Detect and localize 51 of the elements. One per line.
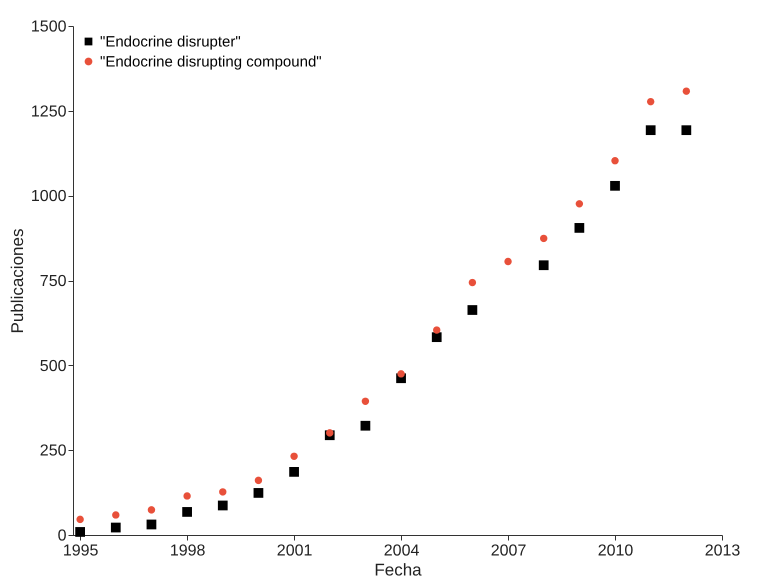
- point: [362, 398, 370, 406]
- point: [182, 507, 192, 517]
- point: [682, 87, 690, 95]
- point: [110, 522, 121, 532]
- y-tick-label: 750: [40, 273, 67, 290]
- point: [289, 467, 299, 477]
- point: [290, 452, 298, 460]
- point: [468, 305, 478, 315]
- x-tick-label: 1998: [170, 542, 206, 560]
- point: [646, 98, 654, 106]
- y-tick-label: 1250: [30, 103, 67, 120]
- point: [574, 223, 584, 233]
- point: [538, 260, 549, 270]
- point: [540, 234, 548, 242]
- legend-label: "Endocrine disrupting compound": [100, 54, 322, 70]
- x-tick-label: 2013: [704, 542, 740, 560]
- point: [219, 488, 226, 496]
- point: [468, 278, 476, 286]
- point: [610, 180, 620, 191]
- point: [146, 520, 156, 530]
- point: [76, 516, 84, 524]
- point: [75, 527, 86, 537]
- x-tick-label: 2001: [276, 542, 312, 560]
- point: [112, 511, 120, 519]
- x-tick-label: 2004: [384, 542, 420, 560]
- point: [254, 488, 264, 498]
- x-axis-title: Fecha: [374, 560, 422, 580]
- y-tick-label: 0: [58, 528, 67, 544]
- x-tick-label: 1995: [62, 542, 99, 560]
- y-axis-title: Publicaciones: [8, 228, 27, 334]
- point: [576, 200, 584, 208]
- x-tick-label: 2007: [490, 542, 526, 560]
- y-tick-label: 250: [40, 442, 67, 460]
- y-tick-label: 500: [40, 358, 67, 375]
- point: [611, 157, 619, 164]
- point: [432, 332, 442, 342]
- y-tick-label: 1000: [30, 188, 67, 206]
- point: [504, 258, 512, 266]
- point: [254, 476, 262, 484]
- point: [148, 506, 156, 514]
- legend-label: "Endocrine disrupter": [100, 34, 241, 50]
- point: [360, 420, 370, 431]
- point: [183, 492, 191, 500]
- point: [646, 125, 656, 136]
- point: [681, 125, 692, 136]
- y-tick-label: 1500: [30, 18, 67, 36]
- point: [397, 370, 405, 378]
- point: [433, 326, 440, 334]
- x-tick-label: 2010: [598, 542, 634, 560]
- point: [218, 500, 228, 510]
- point: [326, 429, 334, 437]
